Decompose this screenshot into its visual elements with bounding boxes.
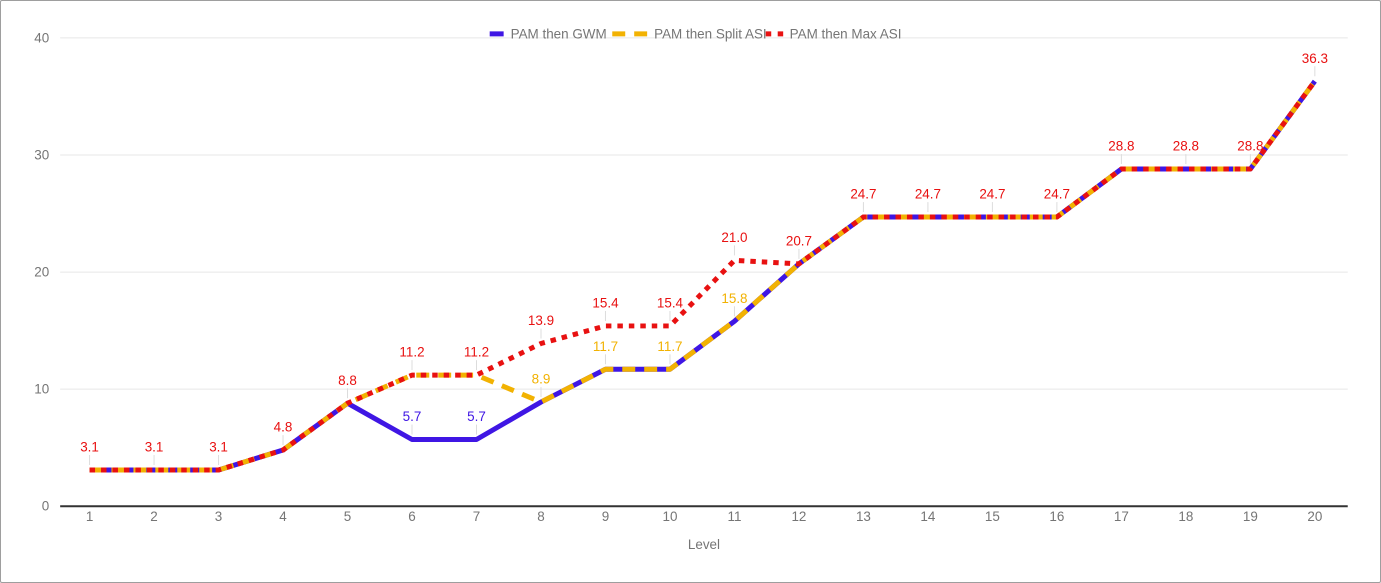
point-label: 24.7 bbox=[979, 187, 1005, 202]
point-label: 3.1 bbox=[145, 440, 164, 455]
point-label: 15.8 bbox=[721, 291, 747, 306]
point-label: 28.8 bbox=[1237, 139, 1263, 154]
x-tick-label-6: 6 bbox=[408, 509, 415, 524]
x-axis-labels: 1 2 3 4 5 6 7 8 9 10 11 12 13 14 15 16 17 18 19 20 bbox=[86, 509, 1322, 524]
point-label: 36.3 bbox=[1302, 51, 1328, 66]
point-label: 3.1 bbox=[209, 440, 228, 455]
legend-item-pam-then-gwm: PAM then GWM bbox=[489, 26, 607, 41]
y-tick-label-0: 0 bbox=[42, 499, 49, 514]
point-label: 11.2 bbox=[399, 345, 424, 360]
point-label: 8.9 bbox=[532, 372, 551, 387]
x-tick-label-5: 5 bbox=[344, 509, 351, 524]
point-label: 5.7 bbox=[403, 409, 422, 424]
legend-label-pam-then-gwm: PAM then GWM bbox=[511, 26, 607, 41]
x-tick-label-4: 4 bbox=[279, 509, 287, 524]
point-label: 21.0 bbox=[721, 230, 747, 245]
y-tick-label-30: 30 bbox=[34, 147, 49, 162]
x-tick-label-1: 1 bbox=[86, 509, 93, 524]
series-line-2-dotted bbox=[89, 79, 1317, 473]
x-tick-label-12: 12 bbox=[791, 509, 806, 524]
point-label: 4.8 bbox=[274, 420, 293, 435]
x-tick-label-18: 18 bbox=[1178, 509, 1193, 524]
x-tick-label-14: 14 bbox=[920, 509, 935, 524]
legend-label-pam-then-max-asi: PAM then Max ASI bbox=[790, 26, 902, 41]
x-tick-label-10: 10 bbox=[662, 509, 677, 524]
legend-item-pam-then-max-asi: PAM then Max ASI bbox=[765, 26, 902, 41]
y-axis-labels: 0 10 20 30 40 bbox=[34, 30, 49, 513]
y-tick-label-40: 40 bbox=[34, 30, 49, 45]
x-tick-label-8: 8 bbox=[537, 509, 544, 524]
point-label: 24.7 bbox=[915, 187, 941, 202]
x-tick-label-11: 11 bbox=[727, 509, 741, 524]
x-tick-label-7: 7 bbox=[473, 509, 480, 524]
point-labels: 3.1 3.1 3.1 4.8 8.8 11.2 11.2 13.9 15.4 15.4 21.0 2… bbox=[80, 51, 1328, 465]
point-label: 13.9 bbox=[528, 313, 554, 328]
y-tick-label-20: 20 bbox=[34, 265, 49, 280]
point-label: 8.8 bbox=[338, 373, 357, 388]
point-label: 24.7 bbox=[1044, 187, 1070, 202]
x-tick-label-17: 17 bbox=[1114, 509, 1129, 524]
y-tick-label-10: 10 bbox=[34, 382, 49, 397]
point-label: 3.1 bbox=[80, 440, 99, 455]
x-tick-label-3: 3 bbox=[215, 509, 222, 524]
point-label: 15.4 bbox=[657, 295, 684, 310]
x-tick-label-20: 20 bbox=[1307, 509, 1322, 524]
legend: PAM then GWM PAM then Split ASI PAM then… bbox=[489, 26, 902, 41]
x-tick-label-13: 13 bbox=[856, 509, 871, 524]
point-label: 11.2 bbox=[464, 345, 489, 360]
x-tick-label-15: 15 bbox=[985, 509, 1000, 524]
legend-item-pam-then-split-asi: PAM then Split ASI bbox=[612, 26, 767, 41]
point-label: 15.4 bbox=[592, 295, 619, 310]
point-label: 28.8 bbox=[1108, 139, 1134, 154]
x-axis-title: Level bbox=[688, 537, 720, 552]
point-label: 11.7 bbox=[657, 339, 682, 354]
point-label: 20.7 bbox=[786, 233, 812, 248]
point-label: 28.8 bbox=[1173, 139, 1199, 154]
gridlines bbox=[60, 37, 1348, 508]
legend-label-pam-then-split-asi: PAM then Split ASI bbox=[654, 26, 767, 41]
x-tick-label-19: 19 bbox=[1243, 509, 1258, 524]
point-label: 5.7 bbox=[467, 409, 486, 424]
series-lines bbox=[89, 79, 1317, 473]
x-tick-label-2: 2 bbox=[150, 509, 157, 524]
x-tick-label-16: 16 bbox=[1049, 509, 1064, 524]
point-label: 24.7 bbox=[850, 187, 876, 202]
x-tick-label-9: 9 bbox=[602, 509, 609, 524]
point-label: 11.7 bbox=[593, 339, 618, 354]
